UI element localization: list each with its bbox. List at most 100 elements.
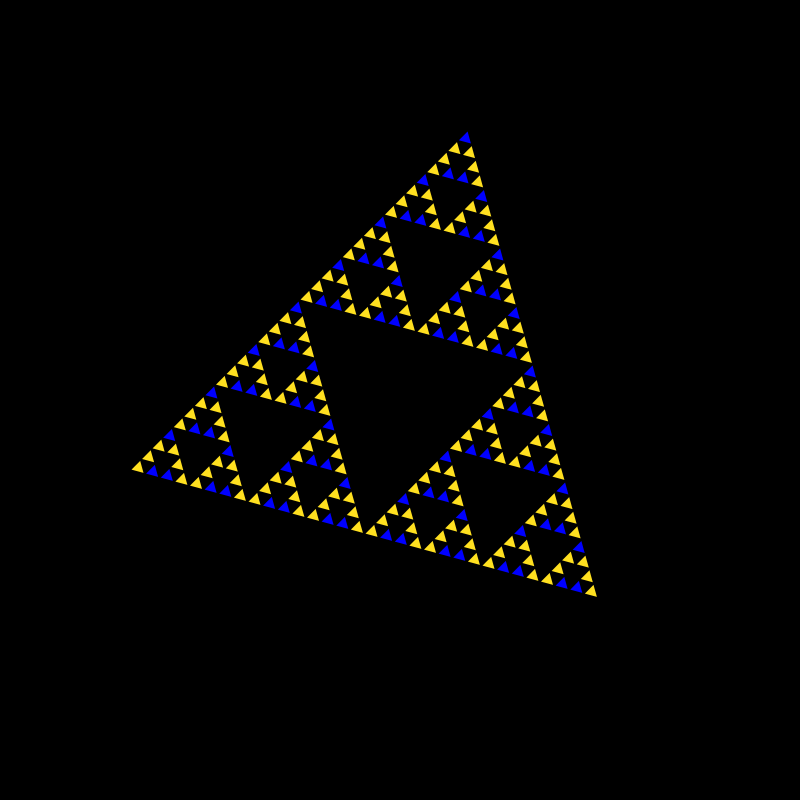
fractal-tile xyxy=(388,314,401,327)
fractal-tile xyxy=(288,490,301,503)
fractal-tile xyxy=(338,477,351,489)
fractal-tile xyxy=(511,564,524,577)
fractal-tile xyxy=(439,450,452,463)
fractal-tile xyxy=(537,463,550,476)
fractal-tile xyxy=(334,462,347,475)
fractal-tile xyxy=(493,546,506,559)
fractal-tile xyxy=(171,458,184,471)
fractal-tile xyxy=(448,142,461,155)
fractal-tile xyxy=(502,386,515,399)
fractal-tile xyxy=(503,292,516,305)
fractal-tile xyxy=(572,541,585,553)
fractal-tile xyxy=(499,277,512,290)
fractal-tile xyxy=(131,460,144,473)
fractal-tile xyxy=(464,443,477,456)
fractal-tile xyxy=(461,334,474,347)
fractal-tile xyxy=(311,429,324,442)
fractal-tile xyxy=(211,455,224,468)
fractal-tile xyxy=(428,217,441,230)
fractal-tile xyxy=(556,482,569,495)
fractal-tile xyxy=(475,190,488,202)
fractal-tile xyxy=(390,275,403,287)
fractal-tile xyxy=(340,288,353,301)
fractal-tile xyxy=(455,509,468,521)
fractal-tile xyxy=(519,445,532,458)
fractal-tile xyxy=(216,375,228,388)
fractal-tile xyxy=(451,494,464,507)
fractal-tile xyxy=(449,291,462,303)
fractal-tile xyxy=(481,408,494,420)
fractal-tile xyxy=(503,535,516,548)
fractal-tile xyxy=(443,465,456,478)
fractal-tile xyxy=(560,497,573,510)
fractal-tile xyxy=(287,341,300,354)
fractal-tile xyxy=(386,260,399,273)
fractal-tile xyxy=(545,493,558,506)
fractal-tile xyxy=(552,467,565,480)
fractal-tile xyxy=(245,383,258,396)
fractal-tile xyxy=(406,184,419,197)
fractal-tile xyxy=(398,304,411,317)
fractal-tile xyxy=(551,562,564,575)
fractal-tile xyxy=(152,439,165,452)
fractal-tile xyxy=(219,484,232,497)
fractal-tile xyxy=(306,360,319,372)
fractal-tile xyxy=(305,454,318,467)
fractal-tile xyxy=(194,397,207,410)
fractal-tile xyxy=(453,305,466,318)
fractal-tile xyxy=(580,570,593,583)
fractal-tile xyxy=(535,503,548,516)
fractal-tile xyxy=(226,365,239,378)
fractal-tile xyxy=(233,488,246,501)
fractal-tile xyxy=(332,259,345,271)
fractal-tile xyxy=(317,498,330,511)
fractal-tile xyxy=(497,317,510,330)
fractal-tile xyxy=(492,397,505,410)
fractal-tile xyxy=(336,516,349,529)
fractal-tile xyxy=(438,544,451,557)
fractal-tile xyxy=(523,365,536,378)
fractal-tile xyxy=(417,322,430,335)
fractal-tile xyxy=(522,554,535,567)
fractal-tile xyxy=(369,296,382,309)
fractal-tile xyxy=(584,584,597,597)
fractal-tile xyxy=(548,453,561,466)
fractal-tile xyxy=(457,320,470,333)
fractal-tile xyxy=(295,370,308,383)
fractal-tile xyxy=(320,458,332,471)
fractal-tile xyxy=(359,306,371,319)
fractal-tile xyxy=(314,389,327,402)
fractal-tile xyxy=(523,459,536,472)
fractal-tile xyxy=(414,213,427,226)
fractal-tile xyxy=(378,231,391,244)
fractal-tile xyxy=(268,322,281,335)
fractal-tile xyxy=(471,418,484,431)
fractal-tile xyxy=(524,514,537,527)
fractal-tile xyxy=(456,171,469,184)
fractal-tile xyxy=(277,500,290,513)
fractal-tile xyxy=(300,290,313,303)
fractal-tile xyxy=(372,256,384,269)
fractal-tile xyxy=(160,468,173,481)
fractal-tile xyxy=(146,464,159,477)
fractal-tile xyxy=(380,285,393,298)
fractal-tile xyxy=(285,381,298,394)
fractal-tile xyxy=(380,528,393,541)
fractal-tile xyxy=(310,374,323,387)
fractal-tile xyxy=(289,395,302,408)
fractal-tile xyxy=(365,524,378,537)
fractal-tile xyxy=(514,525,527,537)
fractal-tile xyxy=(230,379,243,392)
fractal-tile xyxy=(321,512,334,525)
fractal-tile xyxy=(289,301,302,314)
fractal-tile xyxy=(562,551,575,564)
fractal-tile xyxy=(382,245,395,258)
fractal-tile xyxy=(472,229,485,242)
fractal-tile xyxy=(394,532,407,545)
fractal-tile xyxy=(555,576,568,589)
fractal-tile xyxy=(259,387,272,400)
fractal-tile xyxy=(544,438,557,451)
fractal-tile xyxy=(541,572,553,585)
fractal-tile xyxy=(251,358,264,371)
fractal-tile xyxy=(373,310,386,323)
